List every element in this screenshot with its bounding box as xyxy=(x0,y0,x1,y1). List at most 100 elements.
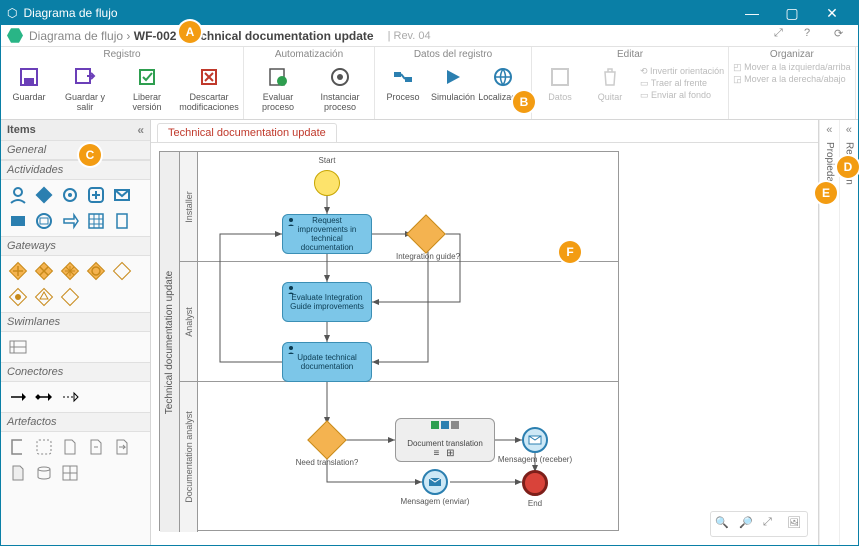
task-evaluate[interactable]: Evaluate Integration Guide improvements xyxy=(282,282,372,322)
start-label: Start xyxy=(287,156,367,165)
ribbon-group-organize: Organizar xyxy=(770,49,814,60)
task-update[interactable]: Update technical documentation xyxy=(282,342,372,382)
breadcrumb-root[interactable]: Diagrama de flujo xyxy=(29,29,123,43)
expand-icon[interactable]: ⤢ xyxy=(774,27,792,45)
datastore-icon[interactable] xyxy=(33,462,55,484)
task-request[interactable]: Request improvements in technical docume… xyxy=(282,214,372,254)
message2-icon[interactable] xyxy=(7,210,29,232)
user-icon xyxy=(286,285,296,295)
user-task-icon[interactable] xyxy=(7,184,29,206)
pool[interactable]: Technical documentation update Installer… xyxy=(159,151,619,531)
gw-inclusive-icon[interactable] xyxy=(85,260,107,282)
items-sidebar: Items« General C Actividades Gateways xyxy=(1,120,151,545)
msg-receive-event[interactable] xyxy=(522,427,548,453)
subproc-markers: ≡ ⊞ xyxy=(434,448,457,459)
grid-artifact-icon[interactable] xyxy=(59,462,81,484)
callout-a: A xyxy=(179,21,201,43)
expand-props-icon[interactable]: « xyxy=(826,124,832,136)
artifacts-palette xyxy=(1,432,150,488)
help-icon[interactable]: ? xyxy=(804,27,822,45)
gw-event-icon[interactable] xyxy=(111,260,133,282)
msg-flow-icon[interactable] xyxy=(59,386,81,408)
start-event[interactable] xyxy=(314,170,340,196)
zoom-out-button[interactable]: 🔍 xyxy=(715,516,731,532)
close-button[interactable]: ✕ xyxy=(812,1,852,25)
section-gateways[interactable]: Gateways xyxy=(1,236,150,256)
msg-send-label: Mensagem (enviar) xyxy=(395,497,475,506)
expand-summary-icon[interactable]: « xyxy=(846,124,852,136)
gateway2-label: Need translation? xyxy=(287,458,367,467)
subprocess-translation[interactable]: Document translation ≡ ⊞ xyxy=(395,418,495,462)
discard-button[interactable]: Descartar modificaciones xyxy=(179,62,239,114)
canvas[interactable]: Technical documentation update Installer… xyxy=(151,142,818,545)
ribbon-group-edit: Editar xyxy=(617,49,643,60)
seq-flow-icon[interactable] xyxy=(7,386,29,408)
datain-icon[interactable] xyxy=(111,436,133,458)
eval-button[interactable]: Evaluar proceso xyxy=(248,62,308,114)
gw5-icon[interactable] xyxy=(7,286,29,308)
gw-complex-icon[interactable] xyxy=(59,260,81,282)
save-exit-button[interactable]: Guardar y salir xyxy=(55,62,115,114)
gw6-icon[interactable] xyxy=(33,286,55,308)
tab-document[interactable]: Technical documentation update xyxy=(157,123,337,142)
section-activities[interactable]: Actividades xyxy=(1,160,150,180)
fit-button[interactable]: ⤢ xyxy=(763,516,779,532)
minimize-button[interactable]: ― xyxy=(732,1,772,25)
save-button[interactable]: Guardar xyxy=(5,62,53,114)
release-button[interactable]: Liberar versión xyxy=(117,62,177,114)
ribbon-group-registro: Registro xyxy=(103,49,140,60)
dataobj-icon[interactable] xyxy=(59,436,81,458)
gateways-palette xyxy=(1,256,150,312)
pool-icon[interactable] xyxy=(7,336,29,358)
gear-icon[interactable] xyxy=(59,184,81,206)
organize-extra: ◰ Mover a la izquierda/arriba ◲ Mover a … xyxy=(733,62,851,85)
collapse-icon[interactable]: « xyxy=(137,123,144,137)
lane-installer[interactable]: Installer xyxy=(180,152,618,262)
refresh-icon[interactable]: ⟳ xyxy=(834,27,852,45)
doc-icon[interactable] xyxy=(111,210,133,232)
manual-icon[interactable] xyxy=(59,210,81,232)
lane-label-docanalyst: Documentation analyst xyxy=(184,411,194,503)
dataobj2-icon[interactable] xyxy=(85,436,107,458)
gw-exclusive-icon[interactable] xyxy=(33,260,55,282)
simulation-button[interactable]: Simulación xyxy=(429,62,477,104)
connectors-palette xyxy=(1,382,150,412)
receive-icon[interactable] xyxy=(33,210,55,232)
breadcrumb[interactable]: Diagrama de flujo › WF-002 - Technical d… xyxy=(29,29,374,43)
gw-parallel-icon[interactable] xyxy=(7,260,29,282)
table-icon[interactable] xyxy=(85,210,107,232)
section-connectors[interactable]: Conectores xyxy=(1,362,150,382)
section-general[interactable]: General xyxy=(1,140,150,160)
msg-send-event[interactable] xyxy=(422,469,448,495)
cond-flow-icon[interactable] xyxy=(33,386,55,408)
zoom-in-button[interactable]: 🔎 xyxy=(739,516,755,532)
header: Diagrama de flujo › WF-002 - Technical d… xyxy=(1,25,858,47)
user-icon xyxy=(286,217,296,227)
message-icon[interactable] xyxy=(111,184,133,206)
instance-button[interactable]: Instanciar proceso xyxy=(310,62,370,114)
zoom-toolbar: 🔍 🔎 ⤢ 🖼 xyxy=(710,511,808,537)
data-button: Datos xyxy=(536,62,584,104)
section-swimlanes[interactable]: Swimlanes xyxy=(1,312,150,332)
tabs: Technical documentation update xyxy=(151,120,818,142)
subproc-icons xyxy=(431,421,459,429)
lane-label-installer: Installer xyxy=(184,191,194,223)
section-artifacts[interactable]: Artefactos xyxy=(1,412,150,432)
dataout-icon[interactable] xyxy=(7,462,29,484)
group-icon[interactable] xyxy=(33,436,55,458)
ribbon-group-datareg: Datos del registro xyxy=(414,49,492,60)
gw7-icon[interactable] xyxy=(59,286,81,308)
service-task-icon[interactable] xyxy=(33,184,55,206)
maximize-button[interactable]: ▢ xyxy=(772,1,812,25)
lane-analyst[interactable]: Analyst xyxy=(180,262,618,382)
plus-task-icon[interactable] xyxy=(85,184,107,206)
gateway1-label: Integration guide? xyxy=(388,252,468,261)
activities-palette xyxy=(1,180,150,236)
image-button[interactable]: 🖼 xyxy=(787,516,803,532)
ribbon-group-automat: Automatización xyxy=(275,49,343,60)
annotation-icon[interactable] xyxy=(7,436,29,458)
window-title: Diagrama de flujo xyxy=(23,6,117,20)
process-button[interactable]: Proceso xyxy=(379,62,427,104)
msg-recv-label: Mensagem (receber) xyxy=(495,455,575,464)
end-event[interactable] xyxy=(522,470,548,496)
